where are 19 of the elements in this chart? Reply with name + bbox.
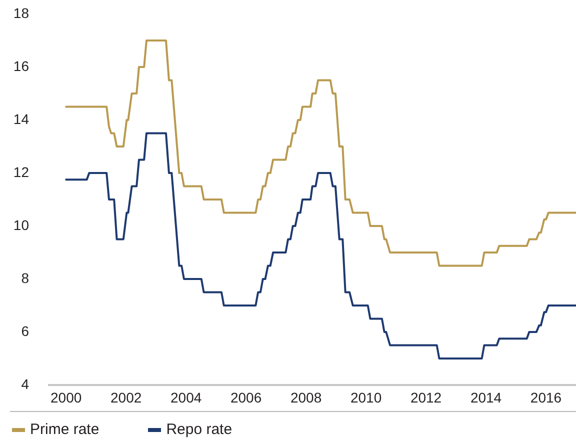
y-tick-label: 18 xyxy=(13,4,30,21)
y-tick-label: 10 xyxy=(13,216,30,233)
y-tick-label: 16 xyxy=(13,58,30,74)
x-tick-label: 2008 xyxy=(290,389,322,406)
x-tick-label: 2010 xyxy=(350,389,382,406)
x-tick-label: 2004 xyxy=(170,389,202,406)
y-tick-label: 8 xyxy=(21,270,30,286)
x-tick-label: 2000 xyxy=(50,389,82,406)
y-tick-label: 14 xyxy=(13,110,30,127)
x-tick-label: 2006 xyxy=(230,389,262,406)
legend-label: Repo rate xyxy=(166,421,232,438)
x-tick-label: 2002 xyxy=(110,389,142,406)
legend-label: Prime rate xyxy=(30,421,100,438)
x-tick-label: 2014 xyxy=(470,389,502,406)
y-tick-label: 6 xyxy=(21,322,30,339)
y-tick-label: 4 xyxy=(21,376,30,392)
x-tick-label: 2012 xyxy=(410,389,442,406)
x-tick-label: 2016 xyxy=(530,389,562,406)
y-tick-label: 12 xyxy=(13,164,30,180)
